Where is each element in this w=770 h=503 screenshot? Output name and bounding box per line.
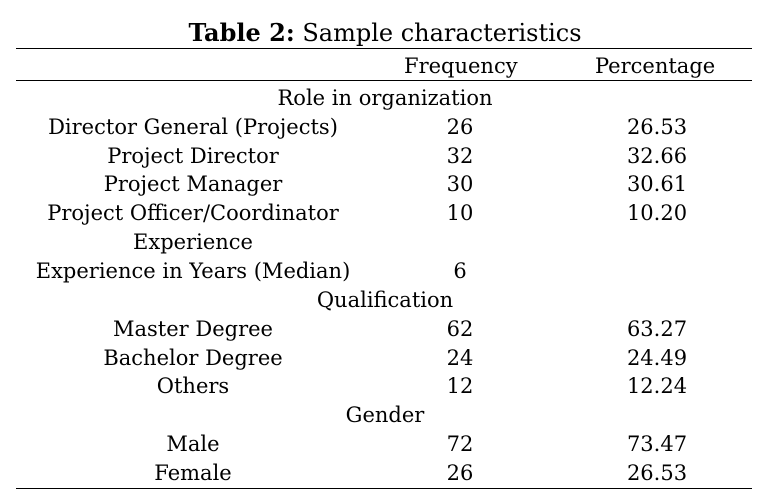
bottom-rule: [16, 488, 752, 489]
row-percentage: 10.20: [626, 201, 688, 225]
header-frequency: Frequency: [404, 54, 518, 78]
table-caption: Table 2: Sample characteristics: [0, 18, 770, 48]
row-frequency: 26: [446, 461, 474, 485]
row-frequency: 6: [453, 259, 467, 283]
table-title: Sample characteristics: [294, 19, 582, 47]
row-frequency: 30: [446, 172, 474, 196]
row-label: Project Director: [107, 144, 279, 168]
row-label: Others: [156, 374, 230, 398]
row-percentage: 63.27: [626, 317, 688, 341]
section-title-experience: Experience: [133, 230, 253, 254]
row-frequency: 72: [446, 432, 474, 456]
row-frequency: 26: [446, 115, 474, 139]
row-frequency: 10: [446, 201, 474, 225]
row-percentage: 73.47: [626, 432, 688, 456]
row-percentage: 32.66: [626, 144, 688, 168]
row-label: Project Officer/Coordinator: [47, 201, 339, 225]
row-percentage: 12.24: [626, 374, 688, 398]
row-label: Master Degree: [113, 317, 273, 341]
row-percentage: 26.53: [626, 115, 688, 139]
row-frequency: 62: [446, 317, 474, 341]
header-percentage: Percentage: [595, 54, 716, 78]
section-title-role: Role in organization: [277, 86, 493, 110]
top-rule: [16, 48, 752, 49]
row-frequency: 12: [446, 374, 474, 398]
row-label: Female: [154, 461, 232, 485]
section-title-gender: Gender: [345, 403, 425, 427]
row-percentage: 24.49: [626, 346, 688, 370]
row-label: Director General (Projects): [48, 115, 338, 139]
header-rule: [16, 80, 752, 81]
row-label: Experience in Years (Median): [35, 259, 351, 283]
row-label: Project Manager: [103, 172, 283, 196]
row-percentage: 26.53: [626, 461, 688, 485]
row-percentage: 30.61: [626, 172, 688, 196]
section-title-qualification: Qualification: [316, 288, 454, 312]
table-number: Table 2:: [188, 18, 295, 47]
row-label: Bachelor Degree: [103, 346, 283, 370]
row-label: Male: [166, 432, 220, 456]
row-frequency: 32: [446, 144, 474, 168]
row-frequency: 24: [446, 346, 474, 370]
